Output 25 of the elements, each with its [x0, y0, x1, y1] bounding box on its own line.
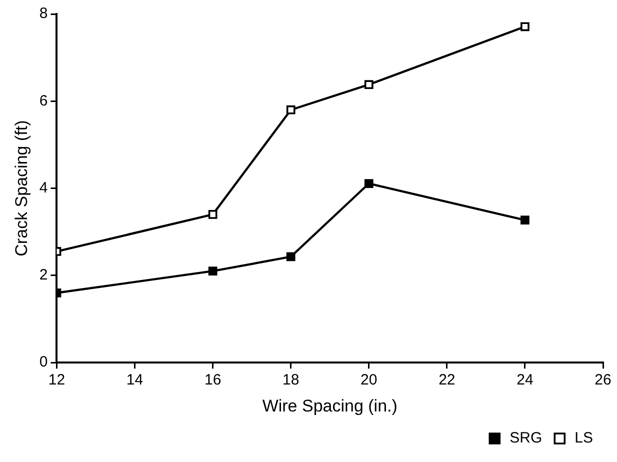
point — [364, 80, 374, 90]
legend-label: SRG — [510, 430, 542, 447]
y-tick-label: 6 — [39, 92, 48, 110]
x-tick-label: 24 — [516, 372, 534, 389]
y-axis-title: Crack Spacing (ft) — [12, 120, 31, 256]
x-tick-label: 22 — [438, 372, 456, 389]
point — [208, 210, 218, 219]
point — [286, 252, 296, 262]
x-tick-label: 16 — [204, 372, 222, 389]
point — [286, 105, 296, 114]
point — [208, 266, 218, 276]
x-tick-label: 18 — [282, 372, 300, 389]
x-tick-label: 20 — [360, 372, 378, 389]
point — [520, 216, 530, 225]
y-tick-label: 8 — [39, 5, 48, 22]
x-tick-label: 14 — [126, 372, 144, 389]
y-tick-label: 2 — [39, 266, 48, 284]
point — [520, 22, 530, 32]
x-tick-label: 26 — [594, 372, 612, 389]
legend-label: LS — [574, 430, 594, 447]
y-tick-label: 0 — [39, 354, 48, 371]
x-tick-label: 12 — [48, 372, 66, 389]
y-tick-label: 4 — [39, 179, 48, 196]
x-axis-title: Wire Spacing (in.) — [262, 396, 398, 416]
point — [364, 179, 374, 188]
